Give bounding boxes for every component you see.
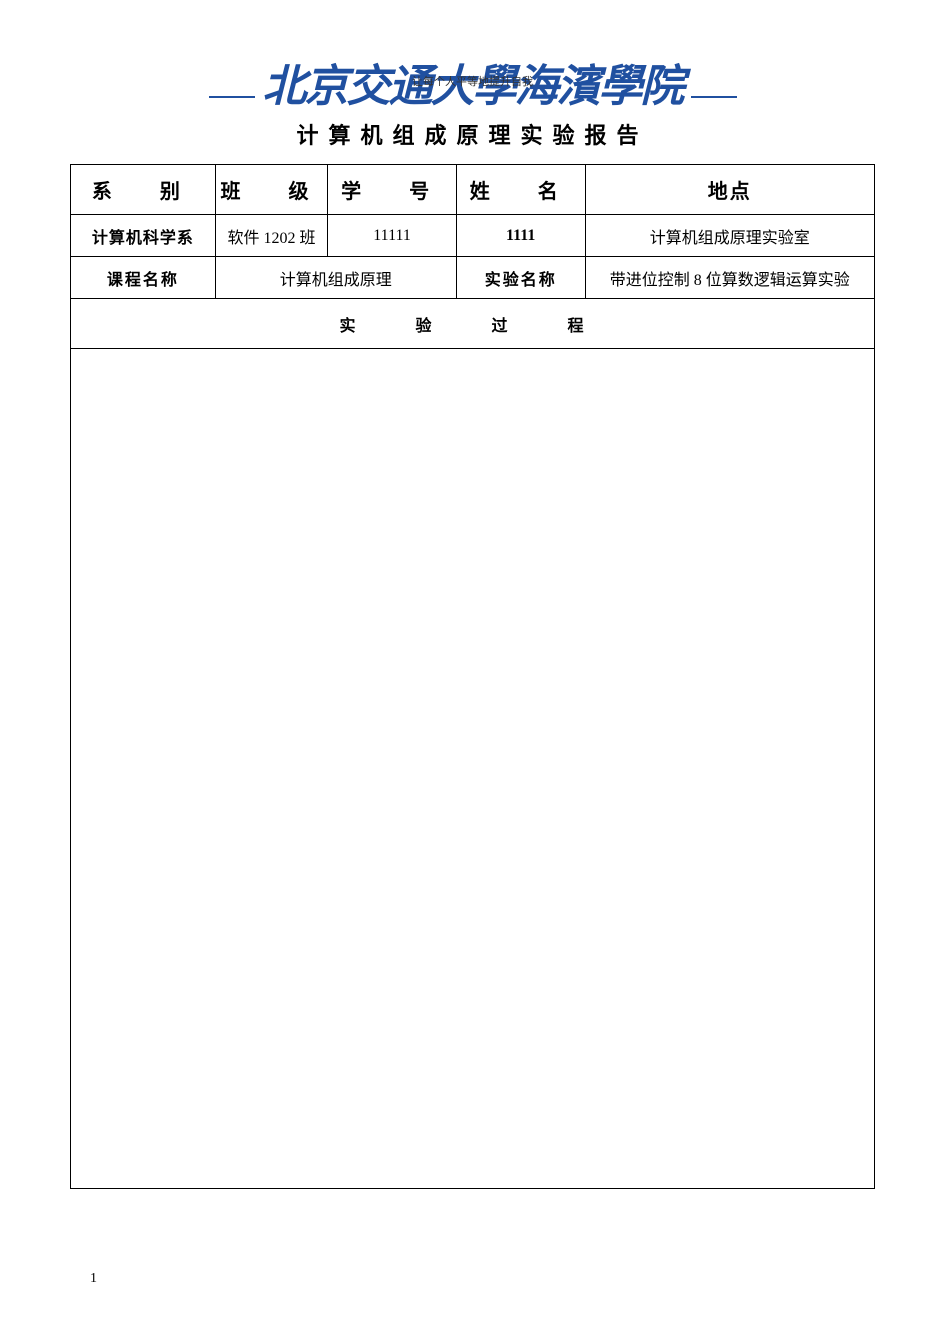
table-course-row: 课程名称 计算机组成原理 实验名称 带进位控制 8 位算数逻辑运算实验 bbox=[71, 257, 875, 299]
header-location: 地点 bbox=[585, 165, 874, 215]
header-class: 班 级 bbox=[215, 165, 328, 215]
cell-course-name: 计算机组成原理 bbox=[215, 257, 456, 299]
table-data-row: 计算机科学系 软件 1202 班 11111 1111 计算机组成原理实验室 bbox=[71, 215, 875, 257]
report-title: 计算机组成原理实验报告 bbox=[70, 118, 875, 150]
logo-slogan: 让每个人平等地提升自我 bbox=[412, 73, 533, 89]
header-name: 姓 名 bbox=[456, 165, 585, 215]
university-logo-block: 北京交通大學海濱學院 让每个人平等地提升自我 bbox=[70, 50, 875, 110]
cell-department: 计算机科学系 bbox=[71, 215, 216, 257]
page-number: 1 bbox=[90, 1271, 97, 1287]
document-page: 北京交通大學海濱學院 让每个人平等地提升自我 计算机组成原理实验报告 系 别 班… bbox=[0, 0, 945, 1337]
header-department: 系 别 bbox=[71, 165, 216, 215]
process-body-row bbox=[71, 349, 875, 1189]
header-student-id: 学 号 bbox=[328, 165, 457, 215]
logo-line-left bbox=[209, 96, 255, 98]
cell-name: 1111 bbox=[456, 215, 585, 257]
process-title: 实 验 过 程 bbox=[71, 299, 875, 349]
table-header-row: 系 别 班 级 学 号 姓 名 地点 bbox=[71, 165, 875, 215]
cell-student-id: 11111 bbox=[328, 215, 457, 257]
cell-experiment-label: 实验名称 bbox=[456, 257, 585, 299]
report-table: 系 别 班 级 学 号 姓 名 地点 计算机科学系 软件 1202 班 1111… bbox=[70, 164, 875, 1189]
cell-experiment-name: 带进位控制 8 位算数逻辑运算实验 bbox=[585, 257, 874, 299]
process-body bbox=[71, 349, 875, 1189]
logo-line-right bbox=[691, 96, 737, 98]
cell-class: 软件 1202 班 bbox=[215, 215, 328, 257]
cell-course-label: 课程名称 bbox=[71, 257, 216, 299]
process-title-row: 实 验 过 程 bbox=[71, 299, 875, 349]
cell-location: 计算机组成原理实验室 bbox=[585, 215, 874, 257]
